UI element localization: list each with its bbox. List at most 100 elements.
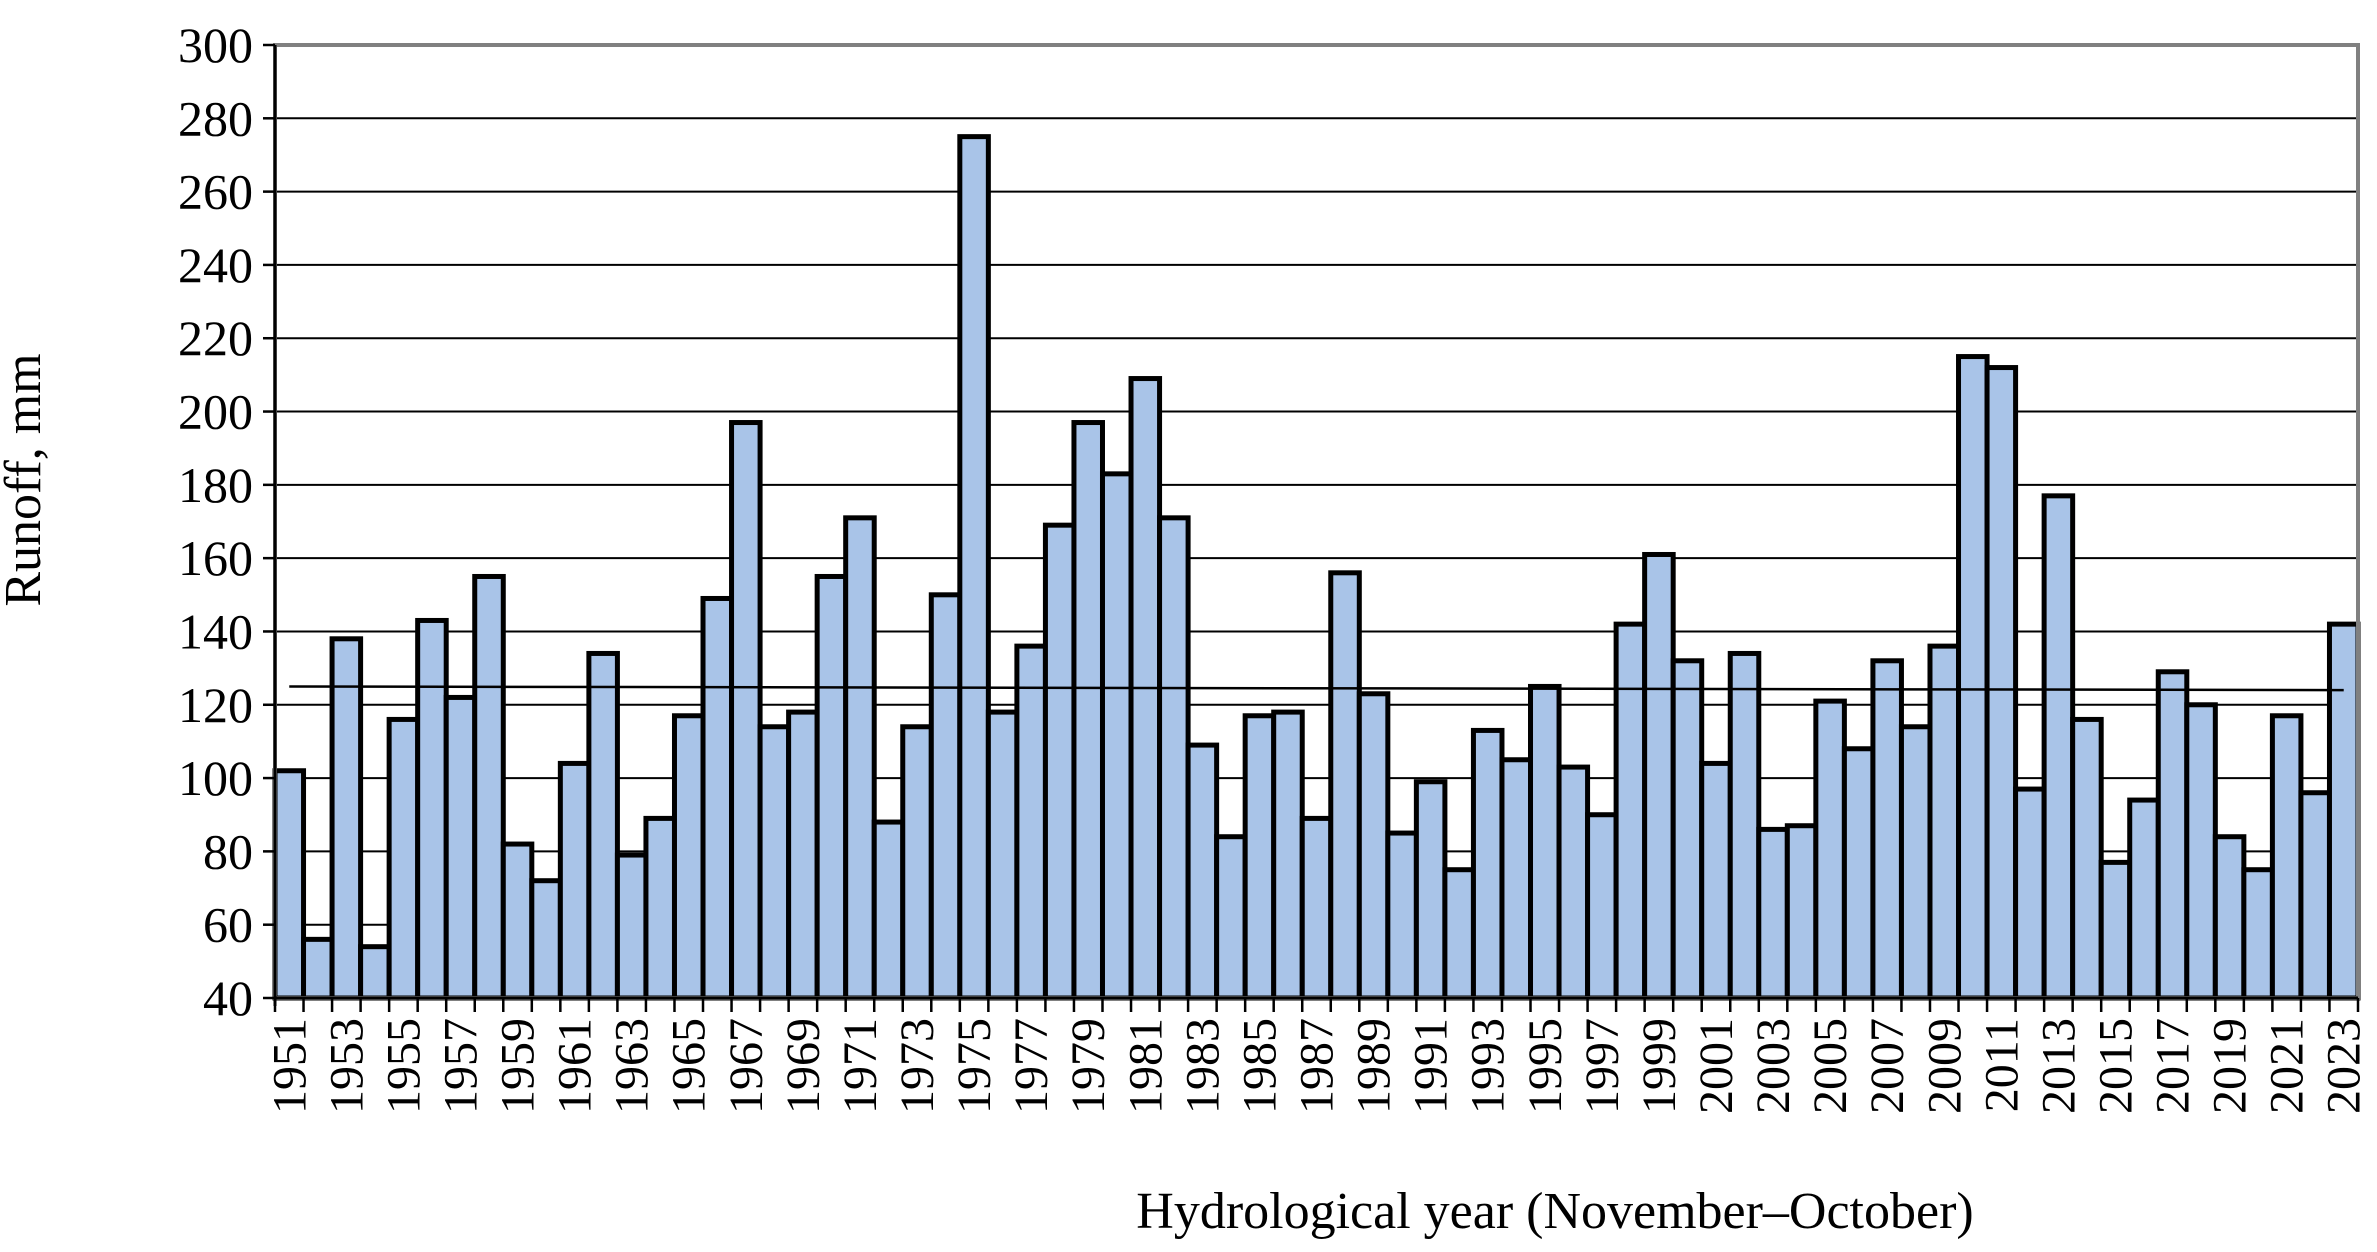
y-tick-label: 220 — [178, 310, 253, 366]
bar-2011 — [1984, 365, 2019, 1001]
y-tick-label: 280 — [178, 90, 253, 146]
x-tick-label: 1973 — [891, 1018, 944, 1114]
bar-2023 — [2326, 621, 2361, 1001]
bar-1974 — [928, 592, 963, 1001]
x-tick-label: 2003 — [1747, 1018, 1800, 1114]
bar-2013 — [2041, 493, 2076, 1001]
bar-1951 — [272, 768, 307, 1001]
y-tick-label: 140 — [178, 603, 253, 659]
bar-1990 — [1385, 830, 1419, 1001]
bar-1967 — [729, 420, 763, 1001]
bar-1987 — [1299, 815, 1334, 1001]
x-tick-label: 1965 — [663, 1018, 716, 1114]
bar-1989 — [1356, 691, 1391, 1001]
bar-1988 — [1328, 570, 1362, 1001]
trend-line-group — [289, 685, 2344, 692]
x-tick-label: 2007 — [1861, 1018, 1914, 1114]
bar-1955 — [386, 716, 421, 1001]
x-tick-label: 2011 — [1975, 1018, 2028, 1112]
x-tick-label: 2019 — [2204, 1018, 2257, 1114]
y-tick-label: 40 — [203, 970, 253, 1026]
y-tick-label: 80 — [203, 823, 253, 879]
y-tick-label: 240 — [178, 237, 253, 293]
bar-2014 — [2070, 716, 2104, 1001]
bar-1982 — [1157, 515, 1191, 1001]
bar-1972 — [871, 819, 906, 1001]
x-tick-label: 1993 — [1462, 1018, 1515, 1114]
x-tick-label: 1975 — [948, 1018, 1001, 1114]
x-axis-title: Hydrological year (November–October) — [1136, 1183, 1973, 1240]
bar-2012 — [2013, 786, 2047, 1001]
bar-1968 — [757, 724, 792, 1001]
bar-2003 — [1756, 826, 1790, 1001]
x-tick-label: 1969 — [777, 1018, 830, 1114]
x-tick-label: 1985 — [1233, 1018, 1286, 1114]
bar-1965 — [671, 713, 706, 1001]
y-tick-label: 100 — [178, 750, 253, 806]
bar-2001 — [1699, 760, 1733, 1001]
x-tick-label: 1961 — [549, 1018, 602, 1114]
x-tick-label: 2001 — [1690, 1018, 1743, 1114]
x-tick-label: 1959 — [492, 1018, 545, 1114]
y-tick-labels: 40 60 80 100 120 140 160 180 200 220 240 260 280 300 — [178, 17, 253, 1026]
bar-1985 — [1242, 713, 1277, 1001]
bar-2000 — [1670, 658, 1705, 1001]
bar-1966 — [700, 595, 735, 1001]
y-tick-label: 300 — [178, 17, 253, 73]
x-tick-label: 1951 — [263, 1018, 316, 1114]
bars — [272, 134, 2361, 1001]
bar-1954 — [358, 944, 392, 1001]
x-tick-label: 1981 — [1119, 1018, 1172, 1114]
x-tick-label: 1989 — [1348, 1018, 1401, 1114]
bar-1958 — [472, 573, 506, 1001]
y-tick-label: 260 — [178, 164, 253, 220]
bar-1957 — [443, 694, 478, 1001]
x-tick-label: 1971 — [834, 1018, 887, 1114]
bar-1997 — [1585, 812, 1619, 1001]
x-tick-label: 2021 — [2261, 1018, 2314, 1114]
x-tick-label: 2009 — [1918, 1018, 1971, 1114]
bar-1978 — [1042, 522, 1077, 1001]
bar-2010 — [1956, 354, 1990, 1001]
x-tick-label: 1977 — [1005, 1018, 1058, 1114]
bar-1952 — [301, 936, 335, 1001]
bar-2005 — [1813, 698, 1847, 1001]
x-tick-label: 1979 — [1062, 1018, 1115, 1114]
x-tick-label: 2015 — [2089, 1018, 2142, 1114]
bar-1977 — [1014, 643, 1048, 1001]
y-tick-label: 60 — [203, 897, 253, 953]
bar-1960 — [529, 878, 563, 1001]
bar-2019 — [2212, 834, 2247, 1001]
x-tick-label: 2013 — [2032, 1018, 2085, 1114]
bar-2007 — [1870, 658, 1904, 1001]
y-tick-label: 200 — [178, 384, 253, 440]
bar-2016 — [2127, 797, 2161, 1001]
bar-1991 — [1413, 779, 1448, 1001]
bar-1999 — [1642, 551, 1676, 1001]
x-tick-label: 1999 — [1633, 1018, 1686, 1114]
bar-1983 — [1185, 742, 1220, 1001]
gridlines — [275, 117, 2358, 926]
x-tick-label: 1987 — [1291, 1018, 1344, 1114]
bar-2004 — [1784, 823, 1819, 1001]
bar-1996 — [1556, 764, 1591, 1001]
bar-2022 — [2298, 790, 2332, 1001]
bar-2002 — [1727, 650, 1762, 1001]
bar-1973 — [900, 724, 934, 1001]
bar-1993 — [1470, 727, 1505, 1001]
y-tick-label: 180 — [178, 457, 253, 513]
x-tick-label: 1955 — [377, 1018, 430, 1114]
x-tick-label: 1967 — [720, 1018, 773, 1114]
bar-1992 — [1442, 867, 1476, 1001]
x-tick-label: 2017 — [2147, 1018, 2200, 1114]
bar-2021 — [2269, 713, 2304, 1001]
x-tick-label: 1953 — [320, 1018, 373, 1114]
bar-1975 — [957, 134, 991, 1001]
bar-2015 — [2098, 859, 2133, 1001]
bar-1959 — [500, 841, 535, 1001]
bar-1998 — [1613, 621, 1648, 1001]
bar-1969 — [786, 709, 820, 1001]
trend-line — [289, 685, 2344, 692]
bar-1995 — [1528, 683, 1562, 1001]
